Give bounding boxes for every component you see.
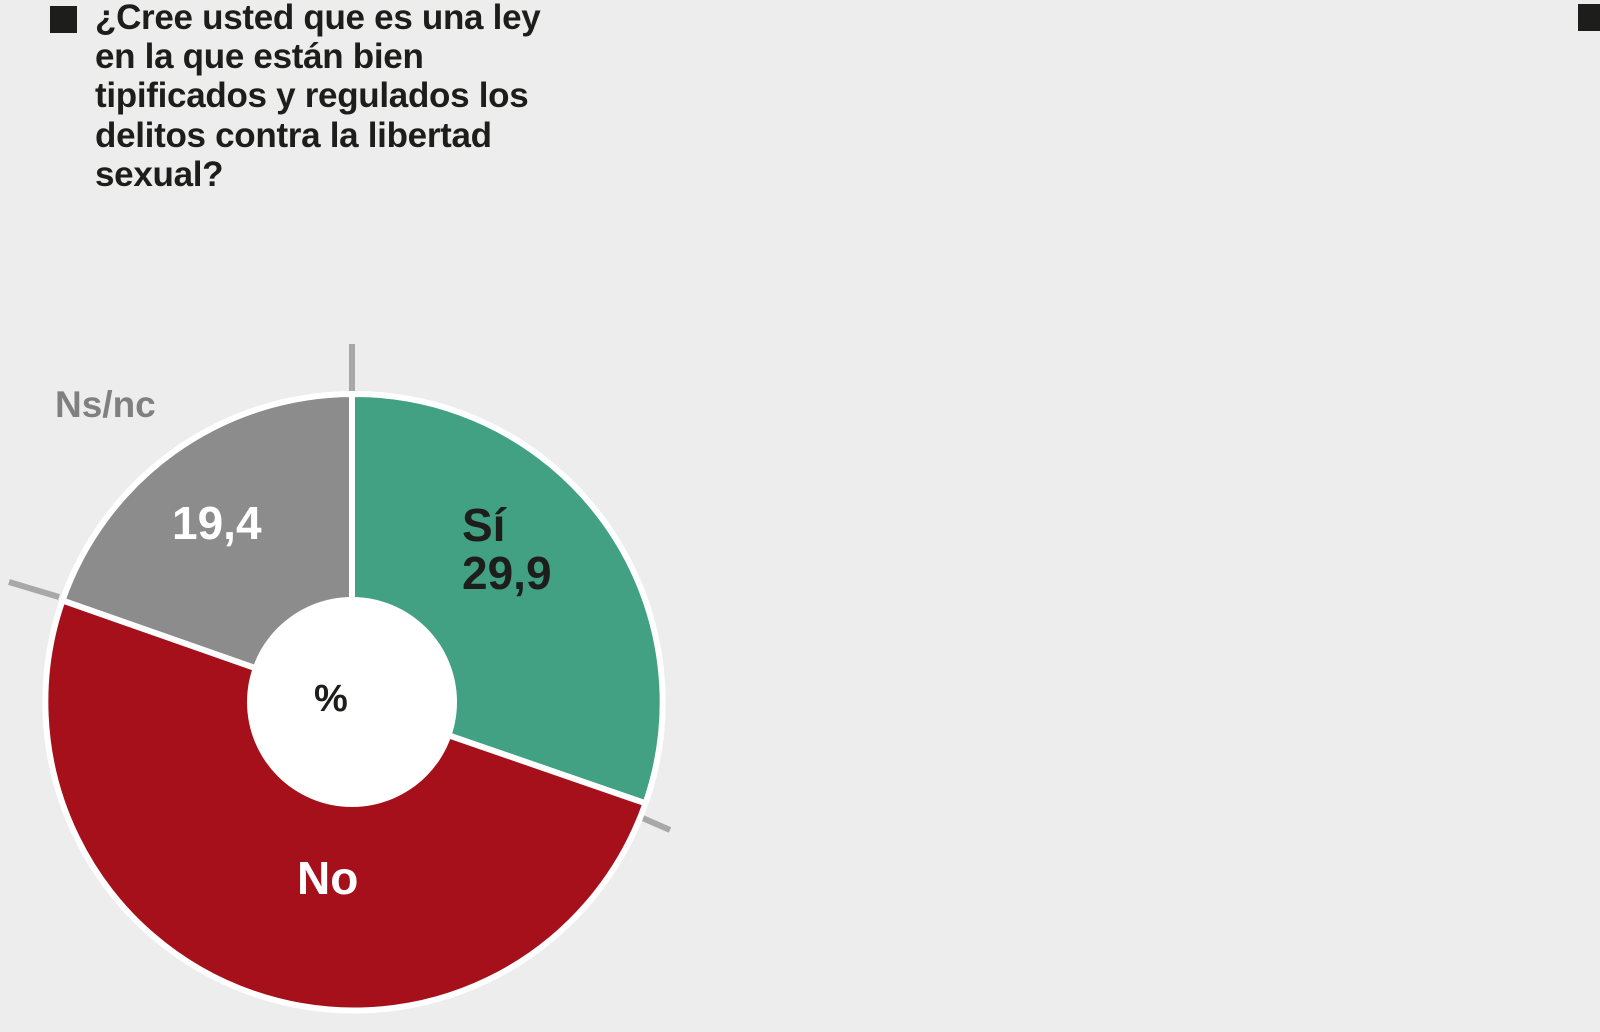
pie-slice-nsnc <box>58 390 355 707</box>
question-heading-left: ¿Cree usted que es una ley en la que est… <box>50 0 770 194</box>
donut-chart-left <box>8 344 682 1032</box>
value-label-nsnc-left: 19,4 <box>172 497 262 549</box>
tick-gray-red-boundary <box>8 579 60 600</box>
panel-right: ¿Quién cree que es respon- sable de que … <box>790 0 1600 900</box>
donut-hole-left <box>247 597 457 807</box>
value-label-si-left: Sí 29,9 <box>462 499 552 599</box>
nsnc-label-left: Ns/nc <box>55 384 156 425</box>
donut-svg-left <box>8 344 672 1014</box>
square-bullet-icon <box>1578 4 1600 31</box>
square-bullet-icon <box>50 6 77 33</box>
question-heading-right: ¿Quién cree que es respon- sable de que … <box>1578 0 1600 231</box>
value-label-no-left: No <box>297 852 359 904</box>
percent-symbol-left: % <box>314 678 348 720</box>
question-title-left: ¿Cree usted que es una ley en la que est… <box>95 0 541 194</box>
panel-left: ¿Cree usted que es una ley en la que est… <box>0 0 790 1014</box>
